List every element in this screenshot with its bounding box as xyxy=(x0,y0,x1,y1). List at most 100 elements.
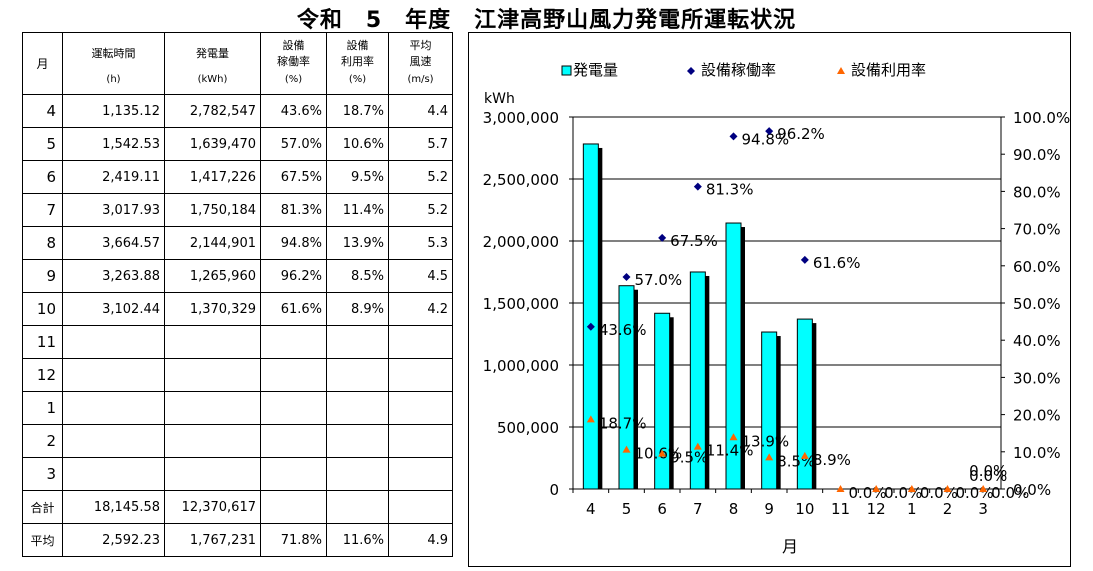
header-cell: 設備 利用率 xyxy=(326,31,389,74)
util-rate-label: 0.0% xyxy=(884,484,922,502)
x-tick-label: 3 xyxy=(978,500,988,518)
x-tick-label: 8 xyxy=(729,500,739,518)
header-cell: 平均 風速 xyxy=(388,31,453,74)
diamond-marker xyxy=(693,182,702,191)
util-rate-label: 0.0% xyxy=(991,484,1029,502)
value-cell-util: 11.4% xyxy=(326,193,389,227)
triangle-marker xyxy=(872,485,881,492)
x-tick-label: 9 xyxy=(764,500,774,518)
op-rate-label: 96.2% xyxy=(777,125,825,143)
value-cell-wind xyxy=(388,424,453,458)
util-rate-label: 10.6% xyxy=(635,445,683,463)
op-rate-label: 94.8% xyxy=(742,130,790,148)
value-cell-op: 96.2% xyxy=(260,259,327,293)
legend-label: 設備利用率 xyxy=(851,61,926,79)
value-cell-op: 67.5% xyxy=(260,160,327,194)
value-cell-wind: 5.3 xyxy=(388,226,453,260)
legend-bar-swatch xyxy=(561,65,572,76)
unit-cell: (%) xyxy=(260,73,327,95)
month-cell: 9 xyxy=(22,259,63,293)
average-row-op: 71.8% xyxy=(260,523,327,557)
month-cell: 1 xyxy=(22,391,63,425)
average-row-util: 11.6% xyxy=(326,523,389,557)
value-cell-kwh xyxy=(164,457,261,491)
value-cell-wind: 4.5 xyxy=(388,259,453,293)
value-cell-hours: 3,263.88 xyxy=(62,259,165,293)
op-rate-label: 81.3% xyxy=(706,181,754,199)
legend-label: 発電量 xyxy=(573,61,618,79)
value-cell-kwh: 1,639,470 xyxy=(164,127,261,161)
total-row-hours: 18,145.58 xyxy=(62,490,165,524)
total-row-label: 合計 xyxy=(22,490,63,524)
value-cell-hours xyxy=(62,457,165,491)
triangle-marker xyxy=(836,485,845,492)
value-cell-hours: 3,017.93 xyxy=(62,193,165,227)
value-cell-hours xyxy=(62,424,165,458)
bar xyxy=(725,222,742,490)
average-row-label: 平均 xyxy=(22,523,63,557)
value-cell-hours: 3,664.57 xyxy=(62,226,165,260)
value-cell-util: 8.5% xyxy=(326,259,389,293)
value-cell-op: 43.6% xyxy=(260,94,327,128)
y2-tick-label: 100.0% xyxy=(1013,109,1070,127)
x-tick-label: 6 xyxy=(657,500,667,518)
value-cell-op xyxy=(260,457,327,491)
x-tick-label: 12 xyxy=(867,500,886,518)
y-tick-label: 0 xyxy=(549,481,559,499)
value-cell-op: 61.6% xyxy=(260,292,327,326)
table-row: 5 1,542.53 1,639,470 57.0% 10.6% 5.7 xyxy=(22,127,453,161)
total-row-util xyxy=(326,490,389,524)
op-rate-label: 61.6% xyxy=(813,254,861,272)
value-cell-op xyxy=(260,325,327,359)
value-cell-wind xyxy=(388,358,453,392)
value-cell-kwh: 2,144,901 xyxy=(164,226,261,260)
page-title: 令和 5 年度 江津高野山風力発電所運転状況 xyxy=(296,8,797,33)
average-row-kwh: 1,767,231 xyxy=(164,523,261,557)
value-cell-util xyxy=(326,424,389,458)
value-cell-wind: 4.4 xyxy=(388,94,453,128)
generation-chart: 0 500,000 1,000,000 1,500,000 2,000,000 2,500… xyxy=(483,61,1071,556)
diamond-marker xyxy=(729,132,738,141)
x-axis-label: 月 xyxy=(782,537,798,556)
extra-data-label: 0.0% xyxy=(969,462,1007,480)
value-cell-op: 81.3% xyxy=(260,193,327,227)
month-cell: 11 xyxy=(22,325,63,359)
y2-tick-label: 10.0% xyxy=(1013,444,1061,462)
util-rate-label: 9.5% xyxy=(670,449,708,467)
x-tick-label: 1 xyxy=(907,500,917,518)
table-row: 8 3,664.57 2,144,901 94.8% 13.9% 5.3 xyxy=(22,226,453,260)
table-row: 2 xyxy=(22,424,453,458)
bar xyxy=(618,285,635,490)
unit-cell: (h) xyxy=(62,73,165,95)
x-tick-label: 7 xyxy=(693,500,703,518)
month-cell: 2 xyxy=(22,424,63,458)
triangle-marker xyxy=(943,485,952,492)
value-cell-op xyxy=(260,424,327,458)
value-cell-kwh: 1,370,329 xyxy=(164,292,261,326)
triangle-marker xyxy=(800,451,809,459)
value-cell-util: 10.6% xyxy=(326,127,389,161)
util-rate-label: 8.9% xyxy=(813,451,851,469)
total-row-op xyxy=(260,490,327,524)
triangle-marker xyxy=(658,449,667,457)
table-row: 11 xyxy=(22,325,453,359)
month-cell: 4 xyxy=(22,94,63,128)
value-cell-kwh xyxy=(164,325,261,359)
operation-table: 月運転時間 発電量 設備 稼働率 設備 利用率 平均 風速 (h) (kWh) (%) (%)… xyxy=(22,31,453,557)
op-rate-label: 57.0% xyxy=(635,271,683,289)
value-cell-op: 94.8% xyxy=(260,226,327,260)
y-tick-label: 1,000,000 xyxy=(483,357,559,375)
unit-cell: (kWh) xyxy=(164,73,261,95)
y-tick-label: 1,500,000 xyxy=(483,295,559,313)
util-rate-label: 18.7% xyxy=(599,414,647,432)
value-cell-util xyxy=(326,358,389,392)
header-cell: 設備 稼働率 xyxy=(260,31,327,74)
diamond-marker xyxy=(765,127,774,136)
bar xyxy=(796,318,813,490)
value-cell-hours: 2,419.11 xyxy=(62,160,165,194)
header-cell: 発電量 xyxy=(164,31,261,74)
util-rate-label: 0.0% xyxy=(920,484,958,502)
triangle-marker xyxy=(693,442,702,450)
value-cell-wind: 4.2 xyxy=(388,292,453,326)
extra-data-label: 0.0% xyxy=(969,467,1007,485)
